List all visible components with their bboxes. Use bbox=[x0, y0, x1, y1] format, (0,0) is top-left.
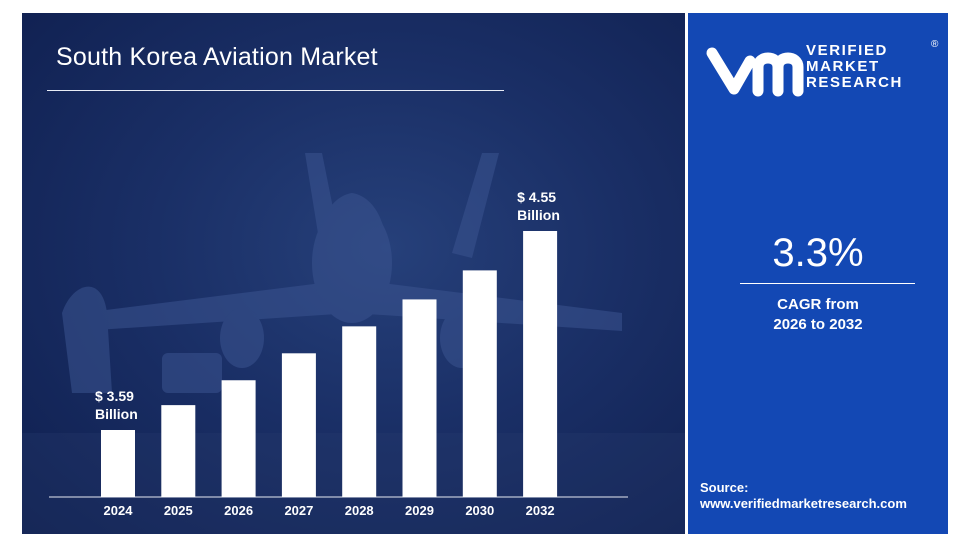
x-tick-label-2028: 2028 bbox=[345, 503, 374, 518]
source-url: www.verifiedmarketresearch.com bbox=[700, 496, 907, 511]
source-block: Source: www.verifiedmarketresearch.com bbox=[700, 480, 907, 512]
data-label-2032: $ 4.55 Billion bbox=[517, 189, 560, 223]
bar-2024 bbox=[101, 430, 135, 497]
bar-2025 bbox=[161, 405, 196, 497]
x-tick-label-2032: 2032 bbox=[526, 503, 555, 518]
bar-2030 bbox=[462, 270, 497, 497]
bar-2029 bbox=[402, 299, 437, 497]
brand-line-3: RESEARCH bbox=[806, 74, 903, 91]
x-tick-label-2024: 2024 bbox=[104, 503, 134, 518]
brand-name: VERIFIED MARKET RESEARCH bbox=[806, 43, 903, 91]
bar-2026 bbox=[221, 380, 256, 497]
cagr-label-line-1: CAGR from bbox=[777, 296, 859, 313]
x-tick-label-2027: 2027 bbox=[284, 503, 313, 518]
source-label: Source: bbox=[700, 480, 749, 495]
cagr-label: CAGR from 2026 to 2032 bbox=[688, 295, 948, 335]
info-panel: VERIFIED MARKET RESEARCH ® 3.3% CAGR fro… bbox=[688, 13, 948, 534]
chart-title: South Korea Aviation Market bbox=[56, 43, 378, 71]
vmr-logo-icon bbox=[706, 47, 804, 97]
brand-line-1: VERIFIED bbox=[806, 42, 888, 59]
infographic-frame: South Korea Aviation Market 2024 2025 2026… bbox=[22, 13, 948, 534]
registered-mark: ® bbox=[931, 39, 939, 50]
cagr-value: 3.3% bbox=[772, 231, 864, 275]
brand-line-2: MARKET bbox=[806, 58, 880, 75]
bar-2027 bbox=[281, 353, 316, 497]
bar-2032 bbox=[523, 231, 558, 497]
bar-chart: 2024 2025 2026 2027 2028 2029 2030 2032 $ 3.59 Bi… bbox=[49, 189, 628, 518]
x-tick-label-2025: 2025 bbox=[164, 503, 193, 518]
title-divider bbox=[47, 90, 504, 91]
x-tick-label-2029: 2029 bbox=[405, 503, 434, 518]
bar-2028 bbox=[342, 326, 377, 497]
cagr-divider bbox=[740, 283, 915, 284]
x-tick-label-2026: 2026 bbox=[224, 503, 253, 518]
x-tick-label-2030: 2030 bbox=[465, 503, 494, 518]
chart-panel: South Korea Aviation Market 2024 2025 2026… bbox=[22, 13, 685, 534]
cagr-label-line-2: 2026 to 2032 bbox=[773, 316, 863, 333]
data-label-2024: $ 3.59 Billion bbox=[95, 388, 138, 422]
